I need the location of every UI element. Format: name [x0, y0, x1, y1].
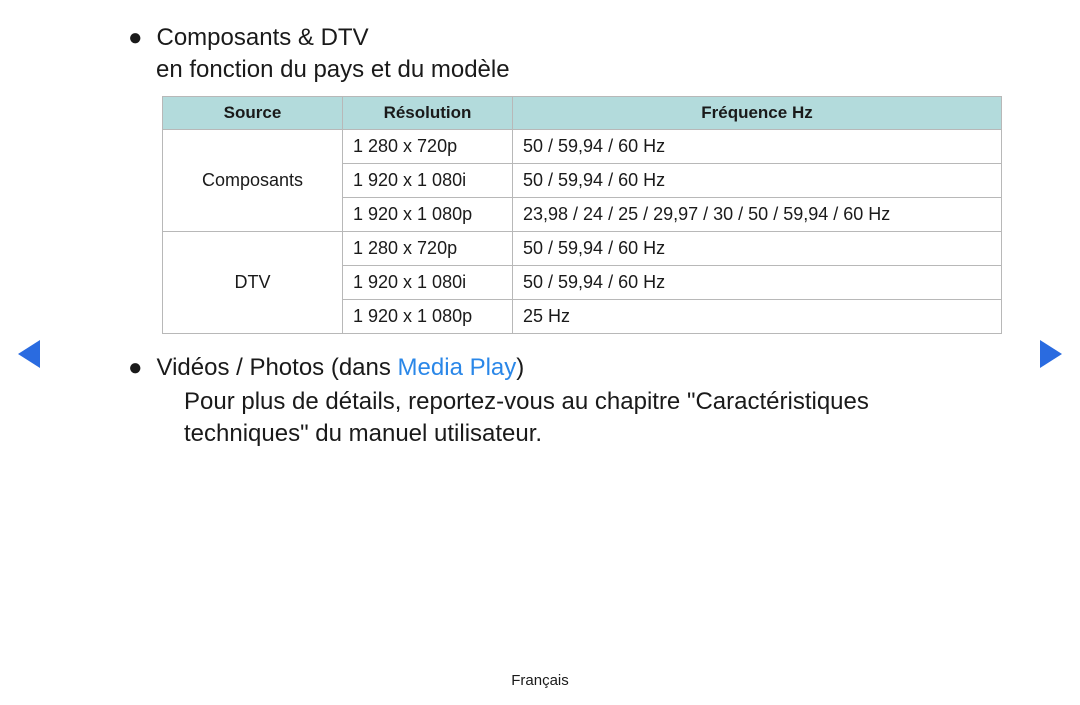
cell-resolution: 1 920 x 1 080p — [343, 198, 513, 232]
col-header-resolution: Résolution — [343, 97, 513, 130]
cell-frequency: 50 / 59,94 / 60 Hz — [513, 266, 1002, 300]
bullet-icon: ● — [128, 352, 143, 384]
bullet-icon: ● — [128, 22, 143, 54]
resolution-table: Source Résolution Fréquence Hz Composant… — [162, 96, 1002, 334]
section2-suffix: ) — [516, 354, 524, 381]
cell-frequency: 25 Hz — [513, 300, 1002, 334]
section-videos-photos: ● Vidéos / Photos (dans Media Play) Pour… — [128, 352, 980, 450]
section2-body: Pour plus de détails, reportez-vous au c… — [184, 386, 980, 450]
col-header-frequency: Fréquence Hz — [513, 97, 1002, 130]
table-row: DTV 1 280 x 720p 50 / 59,94 / 60 Hz — [163, 232, 1002, 266]
cell-frequency: 50 / 59,94 / 60 Hz — [513, 164, 1002, 198]
nav-next-icon[interactable] — [1040, 340, 1062, 368]
footer-language: Français — [0, 672, 1080, 689]
col-header-source: Source — [163, 97, 343, 130]
cell-frequency: 23,98 / 24 / 25 / 29,97 / 30 / 50 / 59,9… — [513, 198, 1002, 232]
cell-resolution: 1 920 x 1 080i — [343, 164, 513, 198]
cell-frequency: 50 / 59,94 / 60 Hz — [513, 130, 1002, 164]
nav-prev-icon[interactable] — [18, 340, 40, 368]
cell-resolution: 1 920 x 1 080p — [343, 300, 513, 334]
cell-resolution: 1 280 x 720p — [343, 130, 513, 164]
section2-prefix: Vidéos / Photos (dans — [157, 354, 398, 381]
section-composants-dtv: ● Composants & DTV en fonction du pays e… — [128, 22, 980, 86]
cell-source: Composants — [163, 130, 343, 232]
media-play-link[interactable]: Media Play — [398, 354, 517, 381]
cell-frequency: 50 / 59,94 / 60 Hz — [513, 232, 1002, 266]
resolution-table-wrap: Source Résolution Fréquence Hz Composant… — [162, 96, 980, 334]
cell-resolution: 1 280 x 720p — [343, 232, 513, 266]
section1-title: Composants & DTV — [157, 22, 369, 54]
cell-resolution: 1 920 x 1 080i — [343, 266, 513, 300]
cell-source: DTV — [163, 232, 343, 334]
table-row: Composants 1 280 x 720p 50 / 59,94 / 60 … — [163, 130, 1002, 164]
section1-subtitle: en fonction du pays et du modèle — [156, 54, 980, 86]
page-content: ● Composants & DTV en fonction du pays e… — [0, 0, 1080, 450]
table-header-row: Source Résolution Fréquence Hz — [163, 97, 1002, 130]
section2-title: Vidéos / Photos (dans Media Play) — [157, 352, 525, 384]
